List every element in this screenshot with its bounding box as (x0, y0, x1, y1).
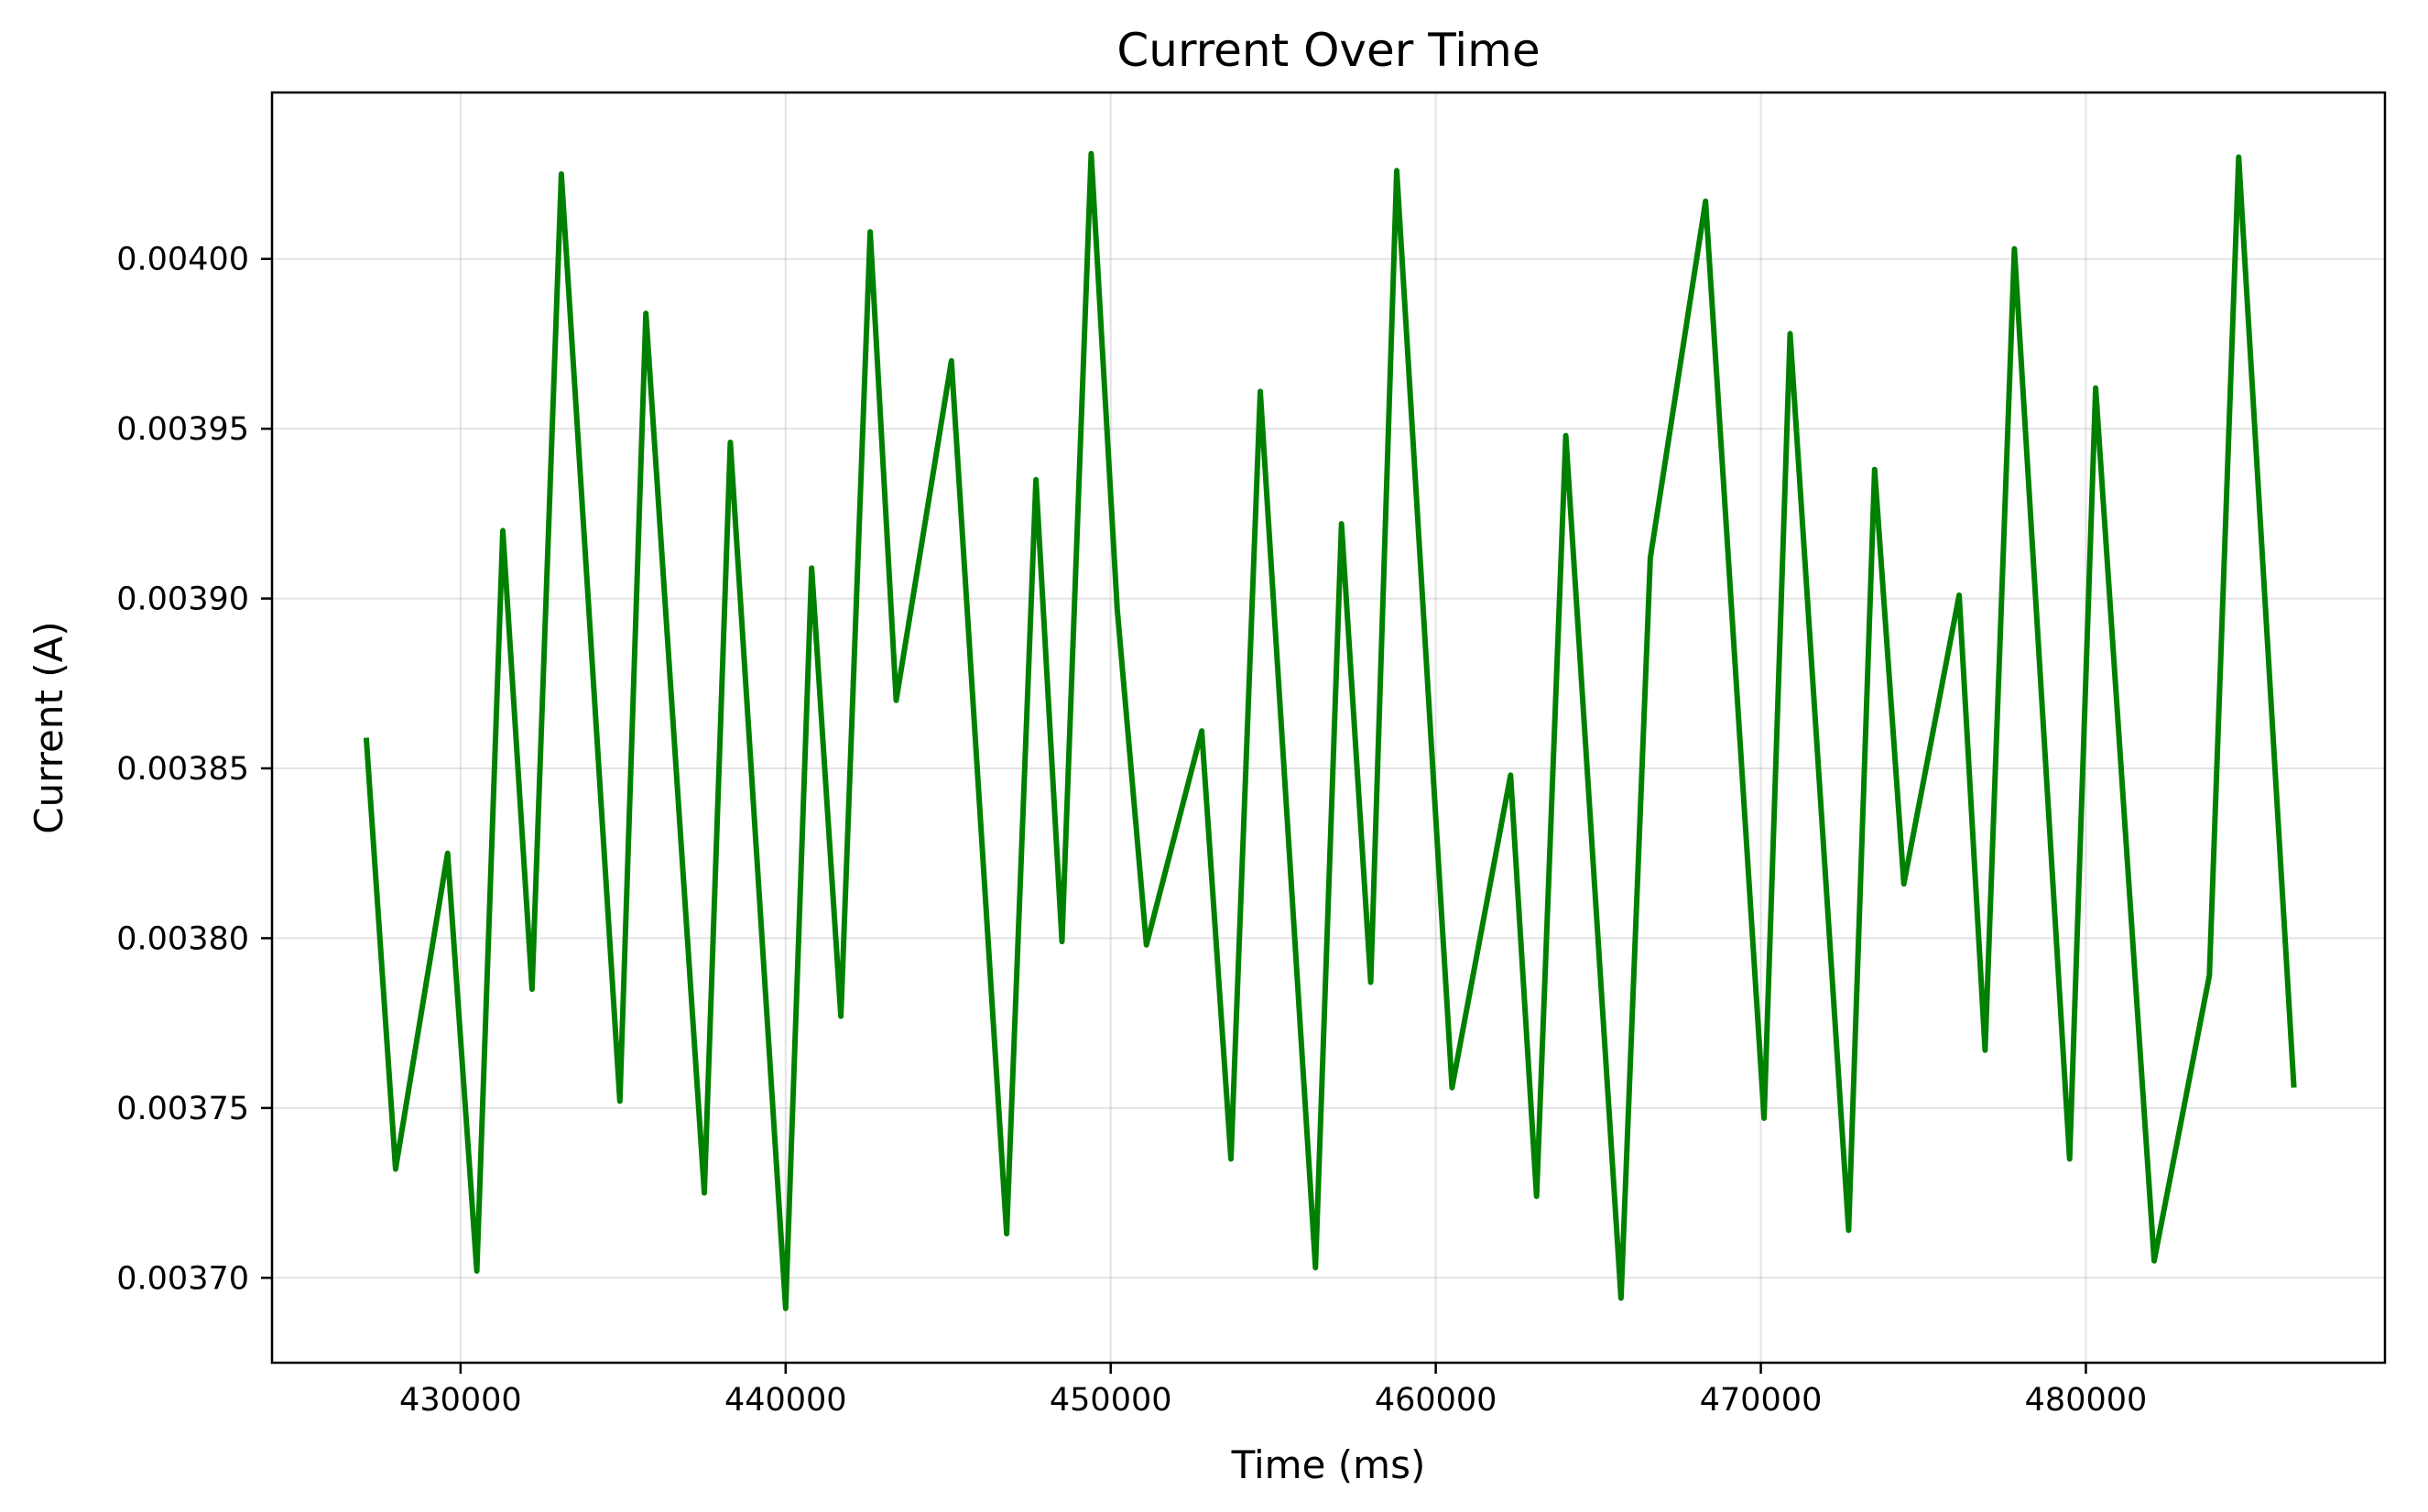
y-tick-label: 0.00395 (116, 411, 249, 448)
x-tick-label: 430000 (399, 1382, 522, 1419)
y-axis: 0.00370 0.00375 0.00380 0.00385 0.00390 0.003… (116, 242, 272, 1297)
y-tick-label: 0.00375 (116, 1091, 249, 1127)
y-tick-label: 0.00380 (116, 920, 249, 957)
y-tick-label: 0.00385 (116, 751, 249, 788)
y-axis-label: Current (A) (27, 621, 71, 834)
y-tick-label: 0.00370 (116, 1260, 249, 1297)
x-tick-label: 470000 (1700, 1382, 1823, 1419)
y-tick-label: 0.00390 (116, 582, 249, 618)
grid-lines (272, 92, 2385, 1363)
plot-frame (270, 91, 2387, 1365)
x-axis: 430000 440000 450000 460000 470000 480000 (399, 1363, 2147, 1419)
chart-title: Current Over Time (1116, 24, 1540, 77)
series-group (363, 150, 2297, 1311)
x-tick-label: 450000 (1050, 1382, 1172, 1419)
y-tick-label: 0.00400 (116, 242, 249, 278)
series-line (363, 150, 2297, 1311)
x-tick-label: 440000 (724, 1382, 847, 1419)
x-axis-label: Time (ms) (1231, 1442, 1426, 1487)
x-tick-label: 460000 (1375, 1382, 1497, 1419)
x-tick-label: 480000 (2025, 1382, 2148, 1419)
